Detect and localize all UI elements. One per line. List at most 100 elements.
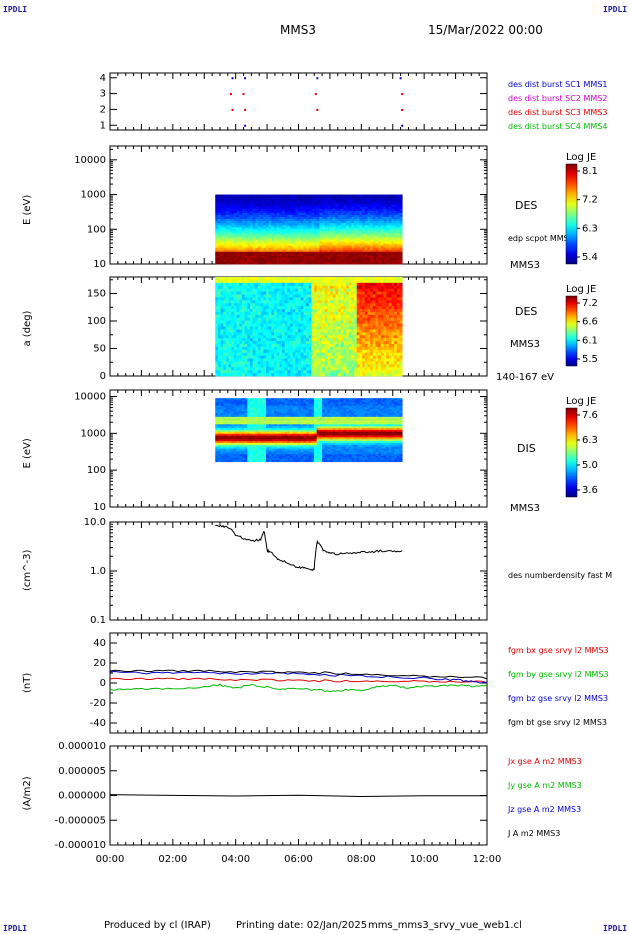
heatmap-cell <box>375 198 379 202</box>
heatmap-cell <box>220 208 224 212</box>
heatmap-cell <box>375 206 379 210</box>
heatmap-cell <box>215 300 219 304</box>
heatmap-cell <box>346 223 350 226</box>
heatmap-cell <box>391 210 395 214</box>
heatmap-cell <box>274 253 278 257</box>
heatmap-cell <box>314 346 318 351</box>
heatmap-cell <box>298 288 302 292</box>
heatmap-cell <box>370 198 374 202</box>
heatmap-cell <box>338 194 342 197</box>
heatmap-cell <box>241 247 246 251</box>
heatmap-cell <box>314 364 318 368</box>
heatmap-cell <box>239 326 243 330</box>
heatmap-cell <box>257 352 262 357</box>
heatmap-cell <box>370 309 374 313</box>
heatmap-cell <box>244 255 248 259</box>
heatmap-cell <box>249 257 254 261</box>
heatmap-cell <box>380 223 384 226</box>
heatmap-cell <box>346 364 350 368</box>
heatmap-cell <box>228 300 232 304</box>
heatmap-cell <box>348 326 352 330</box>
heatmap-cell <box>268 323 272 327</box>
heatmap-cell <box>380 249 384 253</box>
heatmap-cell <box>359 237 363 240</box>
heatmap-cell <box>372 219 376 222</box>
heatmap-cell <box>330 198 334 202</box>
heatmap-cell <box>241 303 246 307</box>
heatmap-cell <box>364 329 368 333</box>
heatmap-cell <box>367 306 371 310</box>
heatmap-cell <box>330 227 334 230</box>
heatmap-cell <box>351 297 355 301</box>
heatmap-cell <box>290 294 294 298</box>
heatmap-cell <box>247 255 251 259</box>
heatmap-cell <box>327 235 331 238</box>
heatmap-cell <box>290 247 294 251</box>
heatmap-cell <box>236 259 240 263</box>
heatmap-cell <box>308 370 312 374</box>
heatmap-cell <box>295 288 299 292</box>
heatmap-cell <box>231 373 235 377</box>
heatmap-cell <box>220 229 224 232</box>
heatmap-cell <box>228 251 232 255</box>
heatmap-cell <box>375 332 379 336</box>
heatmap-cell <box>255 245 259 249</box>
heatmap-cell <box>340 196 344 200</box>
heatmap-cell <box>284 291 288 295</box>
heatmap-cell <box>276 196 280 200</box>
heatmap-cell <box>257 297 262 301</box>
heatmap-cell <box>327 370 331 374</box>
heatmap-cell <box>215 257 219 261</box>
heatmap-cell <box>290 221 294 224</box>
heatmap-cell <box>239 255 243 259</box>
heatmap-cell <box>233 194 238 197</box>
heatmap-cell <box>303 245 307 249</box>
heatmap-cell <box>249 279 254 284</box>
heatmap-cell <box>236 198 240 202</box>
heatmap-cell <box>375 338 379 342</box>
heatmap-cell <box>295 198 299 202</box>
heatmap-cell <box>231 221 235 224</box>
heatmap-cell <box>340 200 344 204</box>
heatmap-cell <box>388 204 392 208</box>
heatmap-cell <box>314 237 318 240</box>
heatmap-cell <box>274 352 278 357</box>
heatmap-cell <box>338 370 342 374</box>
heatmap-cell <box>340 309 344 313</box>
heatmap-cell <box>316 279 320 284</box>
heatmap-cell <box>292 346 296 351</box>
heatmap-cell <box>265 257 270 261</box>
heatmap-cell <box>354 208 358 212</box>
heatmap-cell <box>260 217 264 220</box>
heatmap-cell <box>217 303 221 307</box>
heatmap-cell <box>225 221 229 224</box>
heatmap-cell <box>391 247 395 251</box>
colorbar <box>565 163 578 265</box>
heatmap-cell <box>298 196 302 200</box>
heatmap-cell <box>298 253 302 257</box>
heatmap-cell <box>316 231 320 234</box>
heatmap-cell <box>300 257 304 261</box>
heatmap-cell <box>372 204 376 208</box>
heatmap-cell <box>300 370 304 374</box>
heatmap-cell <box>276 235 280 238</box>
heatmap-cell <box>233 243 238 247</box>
heatmap-cell <box>298 219 302 222</box>
heatmap-cell <box>239 370 243 374</box>
heatmap-cell <box>327 249 331 253</box>
heatmap-cell <box>284 364 288 368</box>
heatmap-cell <box>316 241 320 244</box>
heatmap-cell <box>362 341 366 345</box>
heatmap-cell <box>359 349 363 354</box>
heatmap-cell <box>330 361 334 365</box>
heatmap-cell <box>319 206 323 210</box>
heatmap-cell <box>330 194 334 197</box>
heatmap-cell <box>260 352 264 357</box>
heatmap-cell <box>279 355 283 359</box>
heatmap-cell <box>236 221 240 224</box>
heatmap-cell <box>236 204 240 208</box>
heatmap-cell <box>324 241 328 244</box>
heatmap-cell <box>351 198 355 202</box>
heatmap-cell <box>257 300 262 304</box>
heatmap-cell <box>308 247 312 251</box>
